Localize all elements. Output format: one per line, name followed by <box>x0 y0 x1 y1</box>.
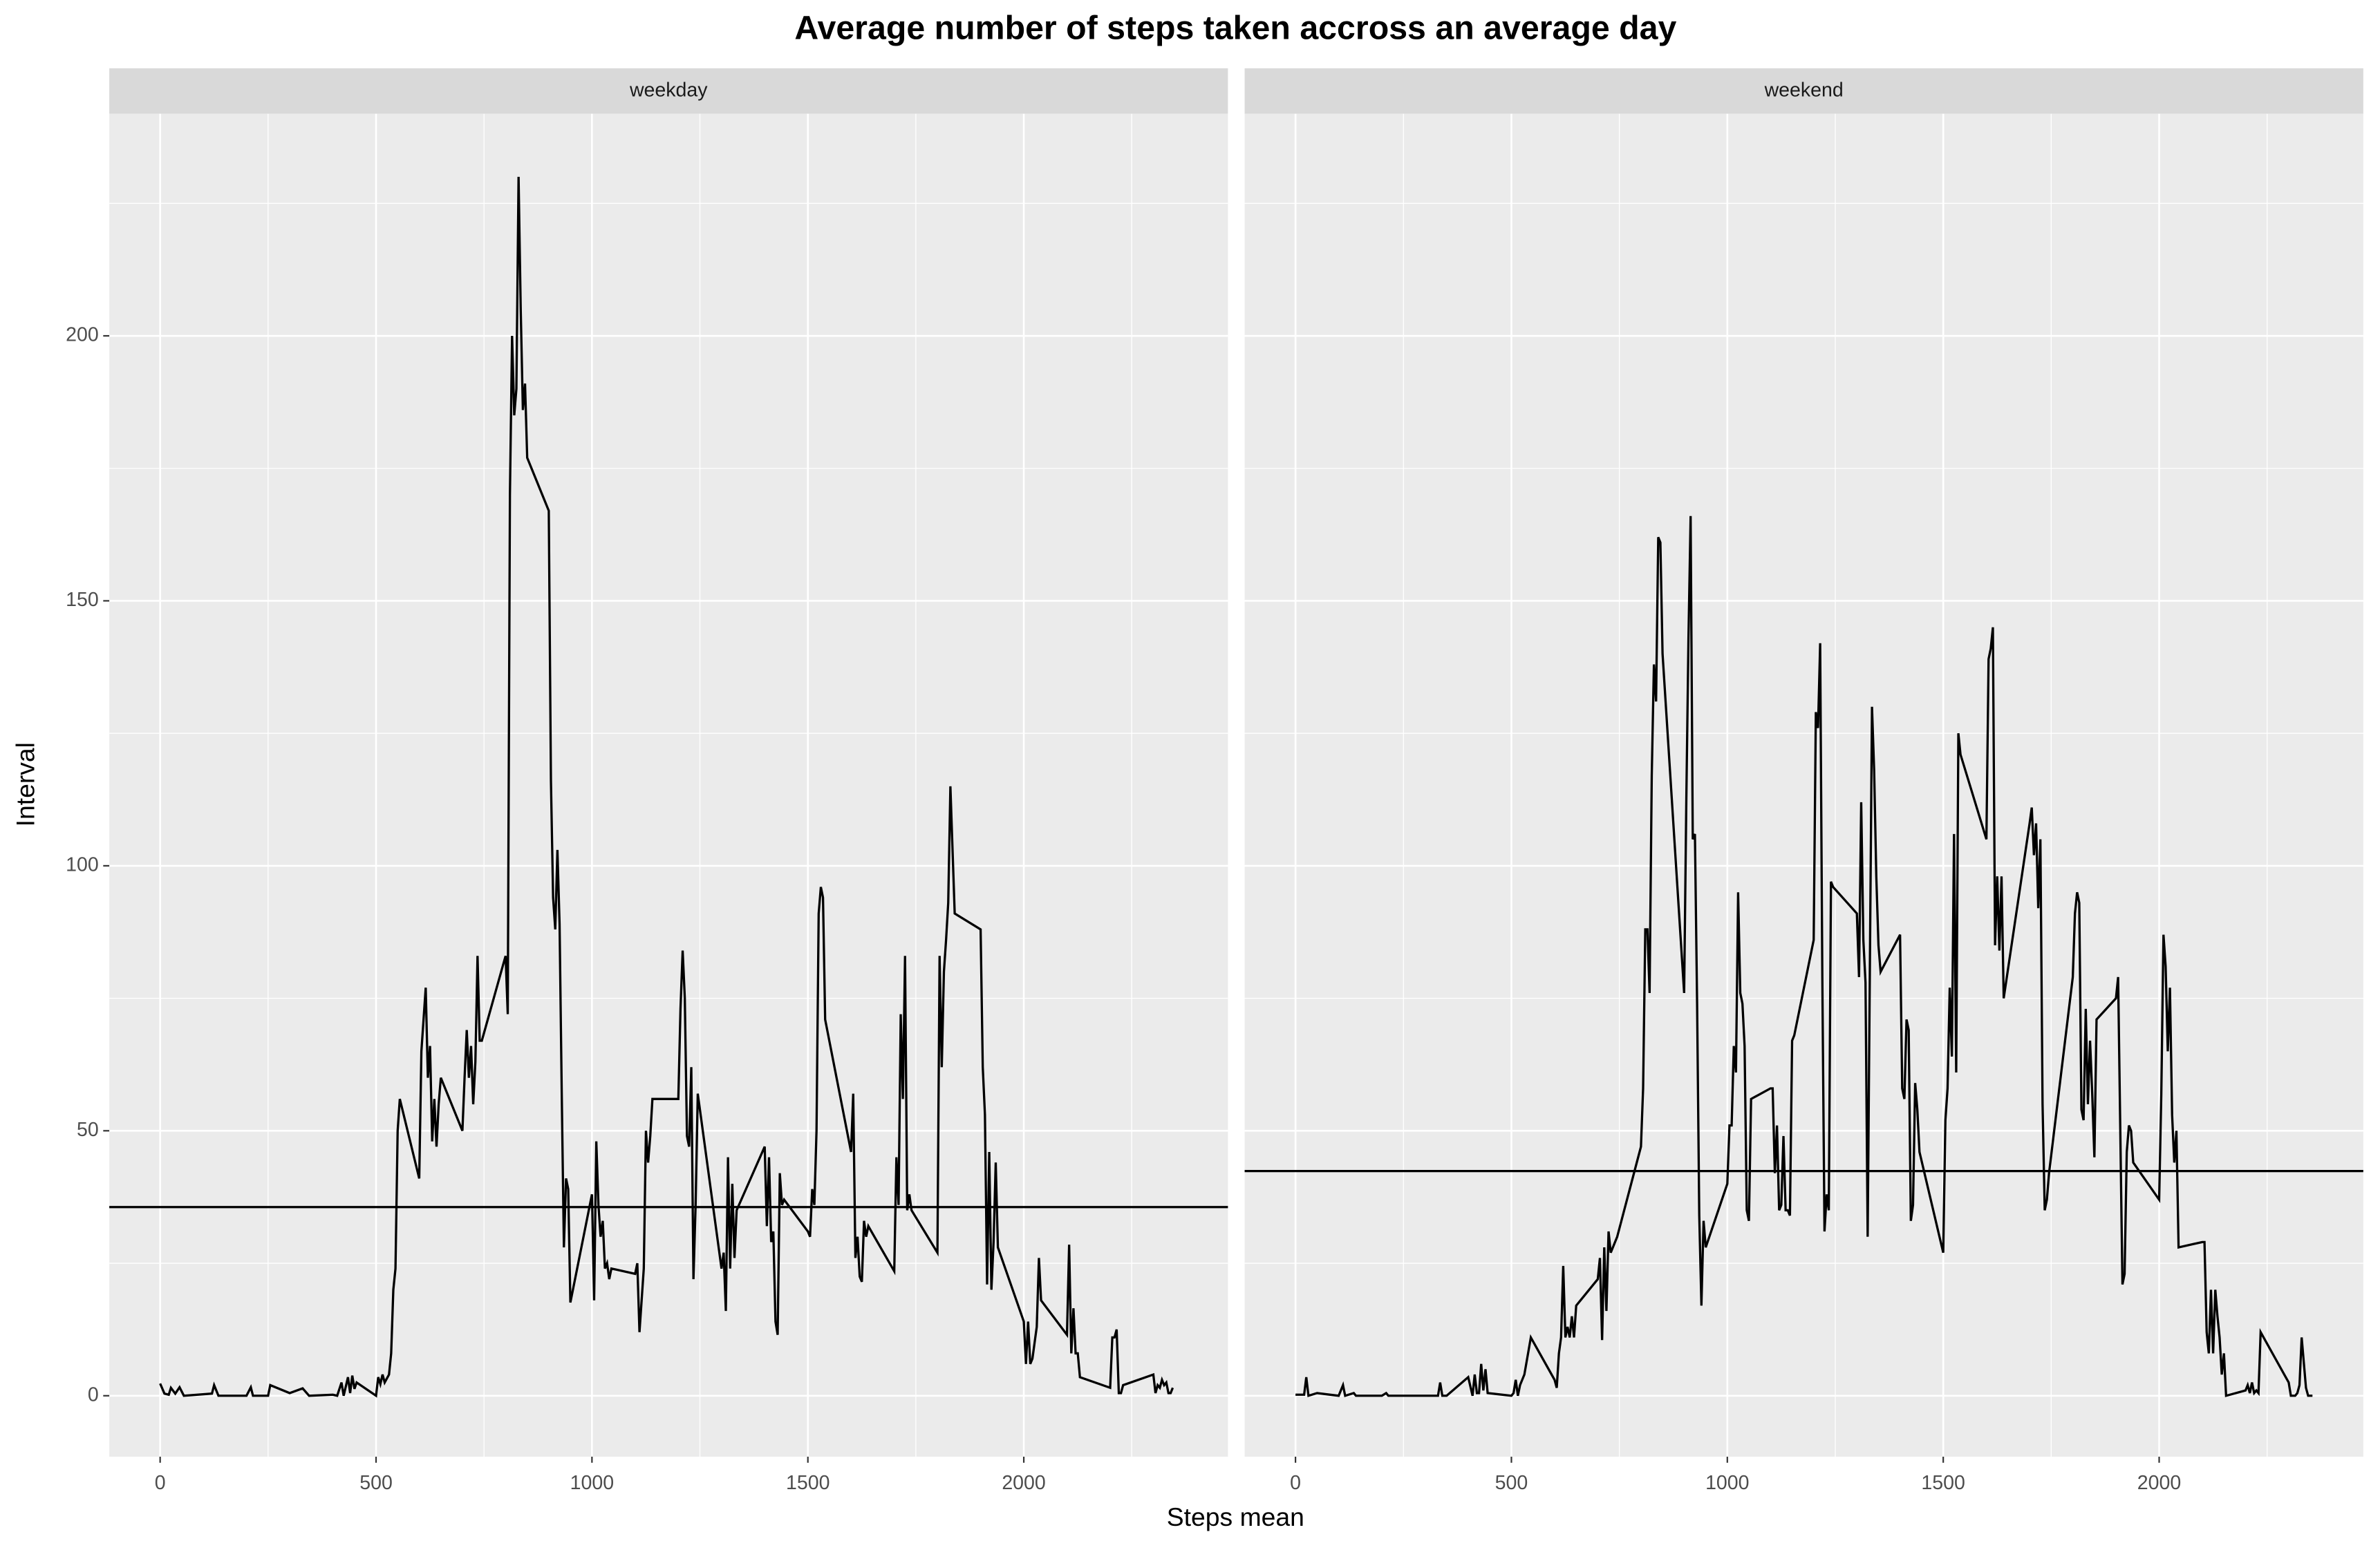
x-tick-label: 0 <box>1290 1472 1301 1494</box>
strip-label: weekday <box>629 79 708 101</box>
y-tick-label: 0 <box>88 1383 99 1406</box>
x-tick-label: 1500 <box>1921 1472 1965 1494</box>
chart-title: Average number of steps taken accross an… <box>794 10 1676 47</box>
strip-label: weekend <box>1764 79 1844 101</box>
x-tick-label: 500 <box>1495 1472 1528 1494</box>
x-tick-label: 2000 <box>1002 1472 1045 1494</box>
data-line <box>159 176 1174 1398</box>
y-tick-label: 100 <box>66 853 99 876</box>
x-tick-label: 500 <box>359 1472 393 1494</box>
y-tick-label: 150 <box>66 589 99 611</box>
x-tick-label: 0 <box>155 1472 166 1494</box>
strip <box>109 68 1228 114</box>
x-tick-label: 1000 <box>570 1472 614 1494</box>
data-line <box>1295 516 2313 1397</box>
strip <box>1244 68 2363 114</box>
panel-background <box>1244 113 2363 1457</box>
y-axis-title: Interval <box>10 742 39 826</box>
panel-background <box>109 113 1228 1457</box>
x-tick-label: 2000 <box>2137 1472 2181 1494</box>
y-tick-label: 200 <box>66 324 99 346</box>
x-axis-title: Steps mean <box>1167 1502 1304 1531</box>
x-tick-label: 1500 <box>786 1472 830 1494</box>
y-tick-label: 50 <box>77 1119 99 1141</box>
x-tick-label: 1000 <box>1705 1472 1749 1494</box>
